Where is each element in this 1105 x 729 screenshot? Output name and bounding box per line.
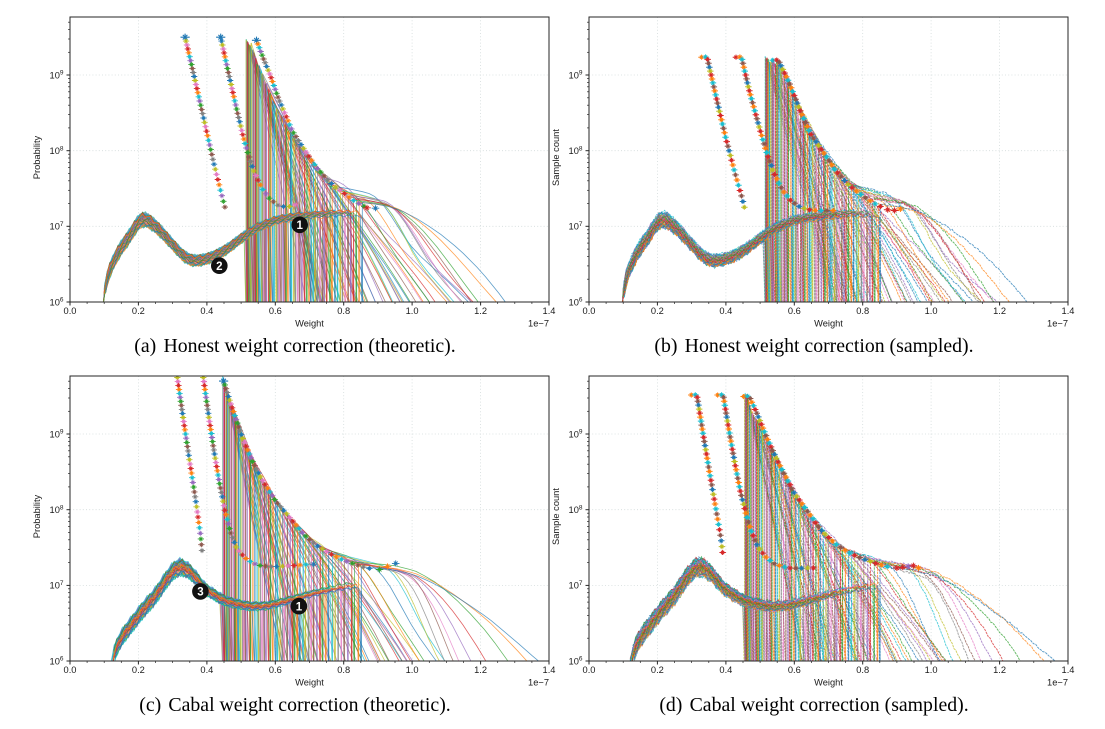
svg-text:0.4: 0.4 bbox=[719, 306, 732, 316]
svg-text:1e−7: 1e−7 bbox=[528, 318, 549, 328]
svg-text:1e−7: 1e−7 bbox=[1047, 677, 1068, 687]
svg-text:108: 108 bbox=[50, 504, 64, 515]
svg-text:106: 106 bbox=[50, 656, 64, 667]
svg-text:Sample count: Sample count bbox=[551, 129, 561, 186]
svg-text:1.2: 1.2 bbox=[993, 306, 1006, 316]
svg-text:(c)Cabal weight correction (th: (c) Cabal weight correction (theoretic). bbox=[139, 694, 450, 716]
svg-text:0.0: 0.0 bbox=[583, 306, 596, 316]
svg-text:0.0: 0.0 bbox=[64, 665, 77, 675]
svg-text:107: 107 bbox=[569, 221, 583, 232]
svg-text:1e−7: 1e−7 bbox=[528, 677, 549, 687]
svg-text:Sample count: Sample count bbox=[551, 488, 561, 545]
svg-text:1.0: 1.0 bbox=[406, 306, 419, 316]
svg-text:0.2: 0.2 bbox=[132, 665, 145, 675]
svg-text:108: 108 bbox=[569, 504, 583, 515]
svg-text:0.4: 0.4 bbox=[719, 665, 732, 675]
svg-text:Weight: Weight bbox=[814, 318, 843, 328]
svg-text:0.2: 0.2 bbox=[651, 306, 664, 316]
svg-text:1.4: 1.4 bbox=[543, 665, 556, 675]
svg-text:0.8: 0.8 bbox=[856, 306, 869, 316]
svg-text:0.4: 0.4 bbox=[200, 665, 213, 675]
svg-text:106: 106 bbox=[569, 656, 583, 667]
svg-text:109: 109 bbox=[569, 429, 583, 440]
svg-text:0.2: 0.2 bbox=[132, 306, 145, 316]
svg-text:Probability: Probability bbox=[32, 494, 42, 538]
svg-text:0.2: 0.2 bbox=[651, 665, 664, 675]
svg-text:107: 107 bbox=[50, 221, 64, 232]
svg-text:1.2: 1.2 bbox=[474, 306, 487, 316]
svg-text:Weight: Weight bbox=[295, 318, 324, 328]
svg-text:0.6: 0.6 bbox=[269, 665, 282, 675]
svg-text:1.0: 1.0 bbox=[925, 306, 938, 316]
svg-text:0.0: 0.0 bbox=[583, 665, 596, 675]
svg-text:Weight: Weight bbox=[814, 677, 843, 687]
svg-text:106: 106 bbox=[50, 297, 64, 308]
svg-text:109: 109 bbox=[50, 70, 64, 81]
svg-text:0.8: 0.8 bbox=[337, 306, 350, 316]
svg-text:(a)Honest weight correction (t: (a) Honest weight correction (theoretic). bbox=[134, 335, 455, 357]
svg-text:107: 107 bbox=[50, 580, 64, 591]
svg-text:0.8: 0.8 bbox=[856, 665, 869, 675]
svg-text:107: 107 bbox=[569, 580, 583, 591]
svg-text:1.2: 1.2 bbox=[474, 665, 487, 675]
svg-text:Weight: Weight bbox=[295, 677, 324, 687]
svg-text:(b)Honest weight correction (s: (b) Honest weight correction (sampled). bbox=[654, 335, 973, 357]
svg-text:1e−7: 1e−7 bbox=[1047, 318, 1068, 328]
svg-text:108: 108 bbox=[569, 145, 583, 156]
svg-text:108: 108 bbox=[50, 145, 64, 156]
svg-text:1.0: 1.0 bbox=[406, 665, 419, 675]
svg-text:0.4: 0.4 bbox=[200, 306, 213, 316]
svg-text:1.0: 1.0 bbox=[925, 665, 938, 675]
svg-text:1.2: 1.2 bbox=[993, 665, 1006, 675]
svg-text:3: 3 bbox=[197, 587, 203, 599]
svg-text:106: 106 bbox=[569, 297, 583, 308]
svg-text:0.8: 0.8 bbox=[337, 665, 350, 675]
svg-text:109: 109 bbox=[569, 70, 583, 81]
svg-text:2: 2 bbox=[216, 261, 222, 273]
svg-text:0.6: 0.6 bbox=[269, 306, 282, 316]
svg-text:1.4: 1.4 bbox=[1062, 665, 1075, 675]
svg-text:0.6: 0.6 bbox=[788, 306, 801, 316]
svg-text:1: 1 bbox=[296, 220, 303, 232]
svg-text:1.4: 1.4 bbox=[1062, 306, 1075, 316]
svg-text:109: 109 bbox=[50, 429, 64, 440]
svg-text:(d)Cabal weight correction (sa: (d) Cabal weight correction (sampled). bbox=[659, 694, 968, 716]
svg-text:0.0: 0.0 bbox=[64, 306, 77, 316]
svg-text:0.6: 0.6 bbox=[788, 665, 801, 675]
svg-text:Probability: Probability bbox=[32, 135, 42, 179]
svg-text:1: 1 bbox=[296, 601, 303, 613]
svg-text:1.4: 1.4 bbox=[543, 306, 556, 316]
